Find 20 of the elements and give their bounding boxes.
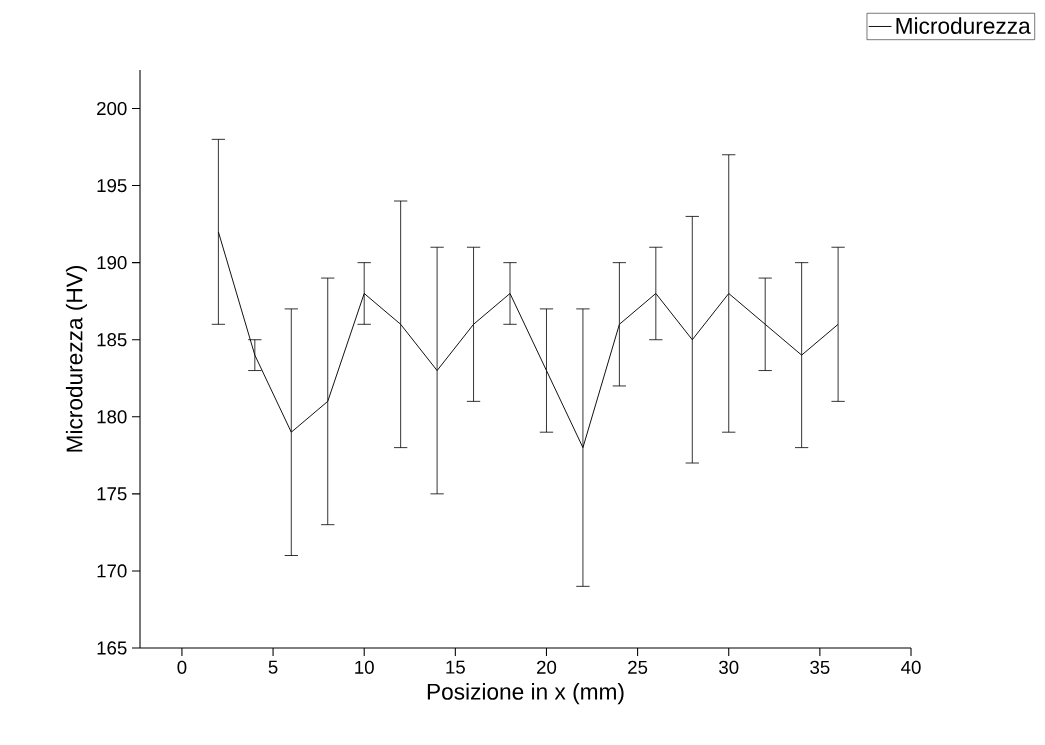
y-tick-label: 175	[97, 487, 127, 501]
x-tick-label: 10	[355, 660, 374, 674]
y-tick-label: 185	[97, 333, 127, 347]
y-tick-label: 170	[97, 564, 127, 578]
x-tick-label: 0	[177, 660, 187, 674]
legend-label: Microdurezza	[896, 17, 1031, 34]
y-tick-label: 165	[97, 641, 127, 655]
y-tick-label: 180	[97, 410, 127, 424]
x-tick-label: 5	[268, 660, 278, 674]
x-tick-label: 35	[810, 660, 830, 674]
y-tick-label: 200	[97, 101, 127, 116]
x-tick-label: 30	[719, 660, 739, 674]
x-axis-title: Posizione in x (mm)	[427, 683, 624, 705]
y-tick-label: 190	[97, 256, 127, 270]
x-tick-label: 40	[901, 660, 921, 674]
y-tick-label: 195	[97, 178, 127, 193]
y-axis-title: Microdurezza (HV)	[65, 265, 87, 452]
x-tick-label: 15	[446, 660, 465, 674]
x-tick-label: 20	[537, 660, 557, 674]
x-tick-label: 25	[628, 660, 648, 674]
